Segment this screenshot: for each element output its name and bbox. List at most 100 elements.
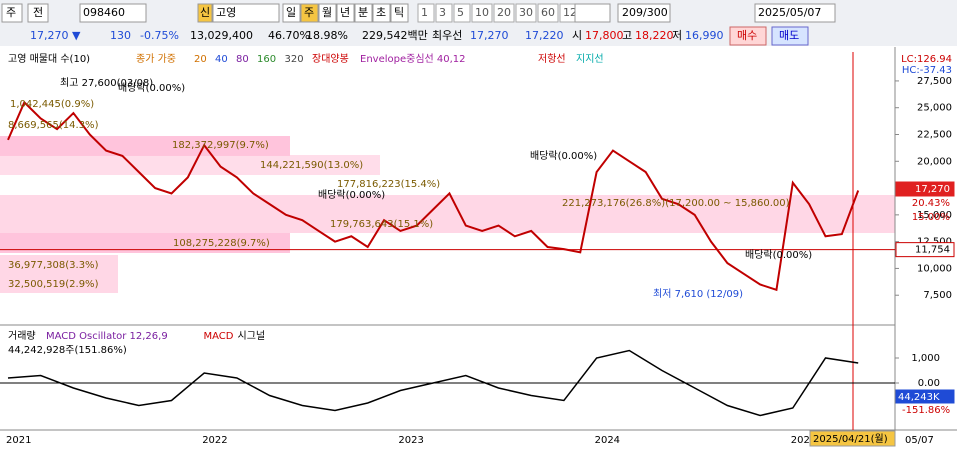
annotation: 36,977,308(3.3%) [8, 260, 99, 271]
new-badge [197, 3, 213, 23]
support-label: 11,754 [915, 245, 950, 256]
count-box [574, 3, 611, 23]
stock-name[interactable]: 고영 [216, 6, 236, 19]
y-tick-label: 25,000 [917, 103, 952, 114]
buy-button[interactable]: 매수 [737, 29, 757, 42]
interval-button[interactable] [417, 3, 435, 23]
new-badge: 신 [200, 6, 210, 19]
quote-vol-ratio: 46.70% [268, 29, 310, 42]
code-input[interactable] [79, 3, 147, 23]
annotation: 최고 27,600(03/08) [60, 77, 153, 89]
legend-item: 20 [194, 54, 207, 65]
interval-button[interactable] [471, 3, 493, 23]
annotation: 8,669,565(14.3%) [8, 120, 99, 131]
count: 209 [622, 6, 643, 19]
y-tick-label: 0.00 [918, 378, 940, 389]
x-tick-label: 2023 [398, 435, 423, 446]
annotation: 배당락(0.00%) [318, 189, 385, 201]
interval-button[interactable] [537, 3, 559, 23]
annotation: 177,816,223(15.4%) [337, 179, 440, 190]
quote-low: 16,990 [685, 29, 724, 42]
legend-item: 거래량 [8, 330, 36, 342]
hc-badge: HC:-37.43 [902, 65, 952, 76]
interval-button[interactable] [435, 3, 453, 23]
period-button[interactable] [336, 3, 355, 23]
quote-ask: 17,270 [470, 29, 509, 42]
interval-button[interactable]: 20 [497, 6, 511, 19]
dropdown[interactable] [1, 3, 23, 23]
x-tick-label: 202 [791, 435, 810, 446]
annotation: 144,221,590(13.0%) [260, 160, 363, 171]
legend-item: MACD [204, 331, 234, 342]
price-line [7, 100, 860, 292]
last-price: 17,270 [915, 184, 950, 195]
legend-item: 160 [257, 54, 276, 65]
annotation: 32,500,519(2.9%) [8, 279, 99, 290]
interval-button[interactable]: 5 [457, 6, 464, 19]
lc-badge: LC:126.94 [901, 54, 952, 65]
prev-label: 전 [33, 6, 43, 19]
period-button[interactable]: 초 [376, 6, 386, 19]
quote-high: 18,220 [635, 29, 674, 42]
period-button[interactable]: 주 [304, 6, 314, 19]
interval-button[interactable] [493, 3, 515, 23]
legend-item: Envelope중심선 40,12 [360, 53, 466, 65]
annotation: 배당락(0.00%) [530, 150, 597, 162]
period-button[interactable]: 년 [340, 6, 350, 19]
market-select[interactable]: 주 [6, 6, 16, 19]
x-tick-label: 2021 [6, 435, 31, 446]
volume-band [0, 136, 290, 156]
annotation: 108,275,228(9.7%) [173, 238, 270, 249]
last-badge [895, 181, 955, 197]
legend-item: 80 [236, 54, 249, 65]
legend-item: 40 [215, 54, 228, 65]
quote-change-pct: -0.75% [140, 29, 179, 42]
name-input[interactable] [212, 3, 280, 23]
y-tick-label: 1,000 [911, 353, 940, 364]
period-button[interactable] [372, 3, 391, 23]
period-button[interactable] [318, 3, 337, 23]
lower-pct: 15.00% [912, 212, 950, 223]
interval-button[interactable]: 30 [519, 6, 533, 19]
cursor-date: 2025/04/21(월) [813, 433, 888, 445]
interval-button[interactable] [515, 3, 537, 23]
annotation: 221,273,176(26.8%)(17,200.00 ~ 15,860.00… [562, 198, 790, 209]
volume-note: 44,242,928주(151.86%) [8, 345, 127, 356]
period-button[interactable]: 일 [286, 5, 296, 19]
quote-best-label: 최우선 [432, 29, 462, 42]
volume-band [0, 155, 380, 175]
quote-volume: 13,029,400 [190, 29, 253, 42]
interval-button[interactable]: 60 [541, 6, 555, 19]
interval-button[interactable]: 10 [475, 6, 489, 19]
interval-button[interactable]: 3 [439, 6, 446, 19]
period-button[interactable] [390, 3, 409, 23]
period-button[interactable]: 분 [358, 6, 368, 19]
period-button[interactable] [354, 3, 373, 23]
period-button[interactable]: 틱 [394, 6, 404, 19]
annotation: 182,372,997(9.7%) [172, 140, 269, 151]
legend-item: 지지선 [576, 53, 604, 65]
count-max: /300 [643, 6, 668, 19]
y-tick-label: 10,000 [917, 263, 952, 274]
date-input[interactable] [754, 3, 836, 23]
legend-item: MACD Oscillator 12,26,9 [46, 331, 168, 342]
interval-button[interactable] [453, 3, 471, 23]
pct-badge: -151.86% [902, 405, 950, 416]
date[interactable]: 2025/05/07 [758, 6, 821, 19]
period-button[interactable]: 월 [322, 6, 332, 19]
code-input[interactable]: 098460 [83, 6, 125, 19]
cursor-badge [809, 430, 896, 447]
quote-price: 17,270 ▼ [30, 29, 81, 42]
y-tick-label: 27,500 [917, 76, 952, 87]
buy-button[interactable] [729, 26, 767, 46]
sell-button[interactable] [771, 26, 809, 46]
volume-band [0, 255, 118, 293]
interval-button[interactable]: 1 [421, 6, 428, 19]
legend-item: 고영 매물대 수(10) [8, 53, 90, 65]
period-button[interactable] [282, 3, 301, 23]
volume-band [0, 195, 895, 233]
period-button[interactable] [300, 3, 319, 23]
box [27, 3, 49, 23]
sell-button[interactable]: 매도 [779, 29, 799, 42]
